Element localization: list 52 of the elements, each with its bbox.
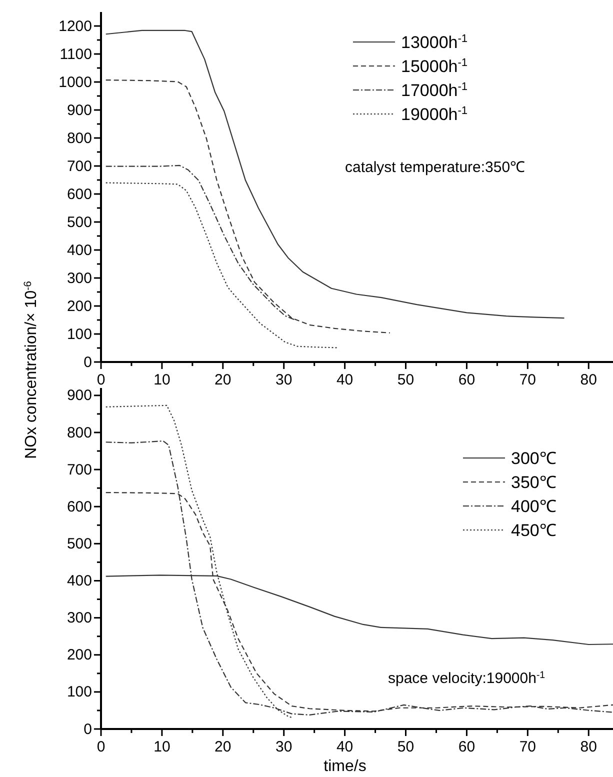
y-tick-label: 1100 — [60, 46, 92, 63]
y-tick-label: 700 — [66, 461, 92, 478]
y-tick-label: 400 — [66, 242, 92, 259]
y-tick-label: 900 — [66, 387, 92, 404]
x-tick-label: 50 — [397, 372, 414, 388]
annotation: catalyst temperature:350℃ — [345, 159, 526, 176]
y-tick-label: 100 — [66, 684, 92, 701]
y-tick-label: 900 — [66, 102, 92, 119]
y-tick-label: 1200 — [58, 18, 92, 35]
x-tick-label: 0 — [96, 372, 106, 388]
x-tick-label: 70 — [519, 372, 536, 388]
x-tick-label: 0 — [96, 738, 106, 756]
x-tick-label: 20 — [214, 738, 232, 756]
x-tick-label: 10 — [154, 738, 170, 756]
x-tick-label: 10 — [154, 372, 170, 388]
y-tick-label: 1000 — [58, 74, 92, 91]
y-tick-label: 600 — [66, 186, 92, 203]
x-tick-label: 60 — [458, 372, 476, 388]
x-tick-label: 30 — [276, 738, 292, 756]
x-tick-label: 50 — [397, 738, 414, 756]
legend-label: 350℃ — [511, 473, 556, 492]
x-tick-label: 20 — [214, 372, 232, 388]
x-tick-label: 30 — [276, 372, 292, 388]
x-tick-label: 40 — [336, 738, 354, 756]
legend-label: 300℃ — [511, 449, 556, 468]
legend-label: 450℃ — [511, 521, 556, 540]
y-tick-label: 100 — [66, 326, 92, 343]
y-tick-label: 800 — [66, 130, 92, 147]
y-tick-label: 700 — [66, 158, 92, 175]
x-axis-title: time/s — [324, 758, 366, 775]
y-tick-label: 200 — [66, 298, 92, 315]
legend-label: 17000h$^{-1}$ — [401, 81, 468, 100]
y-tick-label: 500 — [66, 214, 92, 231]
legend-label: 13000h$^{-1}$ — [401, 33, 468, 52]
y-tick-label: 200 — [66, 646, 92, 664]
y-tick-label: 400 — [66, 572, 92, 590]
legend-label: 400℃ — [511, 497, 556, 516]
x-tick-label: 80 — [580, 372, 597, 388]
y-tick-label: 0 — [84, 720, 92, 738]
y-tick-label: 600 — [66, 498, 92, 516]
x-tick-label: 70 — [519, 738, 536, 756]
x-tick-label: 40 — [336, 372, 354, 388]
annotation: space velocity:19000h$^{-1}$ — [388, 670, 546, 687]
y-tick-label: 500 — [66, 535, 92, 552]
x-tick-label: 60 — [458, 738, 476, 756]
y-tick-label: 0 — [84, 354, 92, 371]
x-tick-label: 80 — [580, 738, 597, 756]
legend-label: 15000h$^{-1}$ — [401, 57, 468, 76]
y-tick-label: 300 — [66, 270, 92, 287]
y-tick-label: 300 — [66, 610, 92, 627]
y-tick-label: 800 — [66, 424, 92, 442]
legend-label: 19000h$^{-1}$ — [401, 105, 468, 124]
